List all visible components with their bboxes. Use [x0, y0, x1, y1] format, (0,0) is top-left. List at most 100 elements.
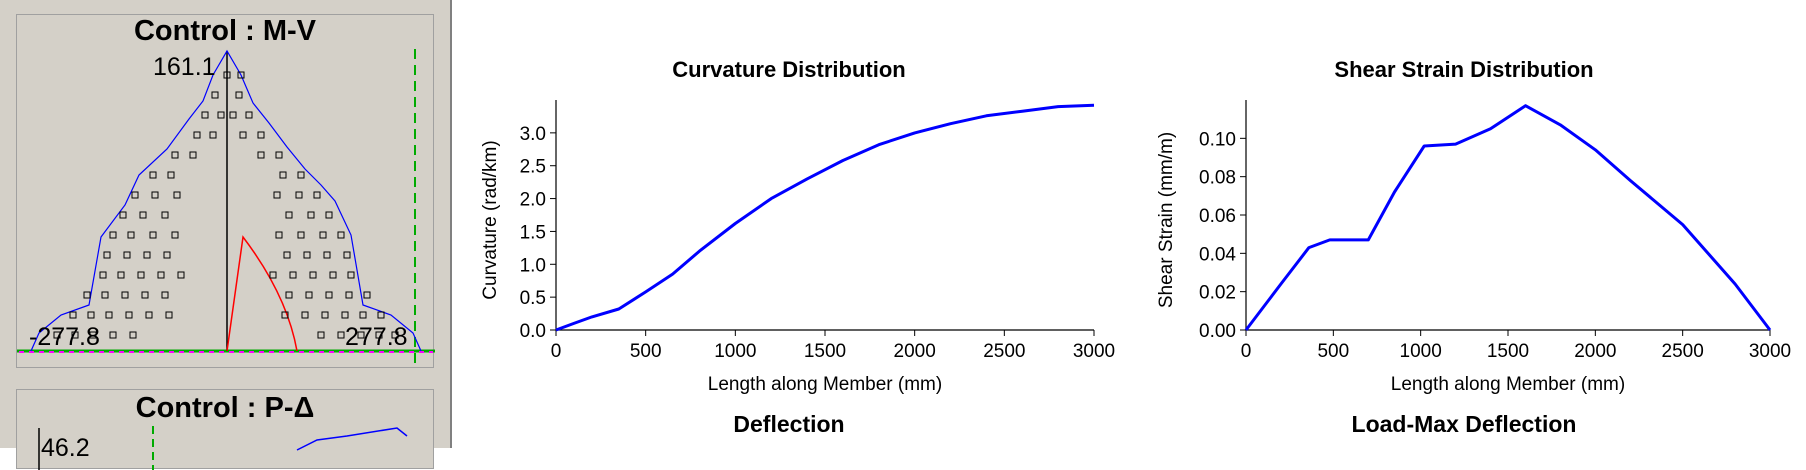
- mv-marker: [223, 71, 231, 79]
- y-tick-label: 2.5: [520, 157, 546, 178]
- mv-marker: [337, 331, 345, 339]
- mv-response-path: [226, 235, 298, 352]
- x-axis-label: Length along Member (mm): [1391, 374, 1625, 395]
- mv-marker: [145, 311, 153, 319]
- y-axis-label: Shear Strain (mm/m): [1156, 132, 1177, 308]
- chart-title: Shear Strain Distribution: [1334, 57, 1593, 82]
- mv-marker: [143, 251, 151, 259]
- mv-marker: [109, 331, 117, 339]
- mv-marker: [105, 311, 113, 319]
- mv-marker: [89, 331, 97, 339]
- mv-marker: [149, 231, 157, 239]
- mv-marker: [211, 91, 219, 99]
- mv-marker: [375, 331, 383, 339]
- mv-marker: [127, 231, 135, 239]
- mv-marker: [141, 291, 149, 299]
- mv-marker: [209, 131, 217, 139]
- x-tick-label: 2000: [1574, 341, 1616, 362]
- mv-marker: [83, 291, 91, 299]
- mv-marker: [325, 211, 333, 219]
- mv-marker: [129, 331, 137, 339]
- mv-marker: [377, 311, 385, 319]
- mv-marker: [289, 271, 297, 279]
- mv-marker: [305, 291, 313, 299]
- mv-interaction-plot: 161.1 -277.8 277.8: [17, 49, 435, 369]
- mv-marker: [163, 251, 171, 259]
- mv-marker: [217, 111, 225, 119]
- pd-panel-title: Control : P-Δ: [135, 392, 315, 424]
- mv-marker: [297, 171, 305, 179]
- y-axis-label: Curvature (rad/km): [480, 140, 501, 299]
- mv-marker: [177, 271, 185, 279]
- mv-marker: [149, 171, 157, 179]
- mv-marker: [321, 311, 329, 319]
- y-tick-label: 0.00: [1199, 321, 1236, 342]
- chart-title: Curvature Distribution: [672, 57, 905, 82]
- mv-marker: [301, 311, 309, 319]
- mv-marker: [313, 191, 321, 199]
- series-line: [555, 103, 1095, 332]
- y-tick-label: 0.5: [520, 288, 546, 309]
- y-tick-label: 3.0: [520, 124, 546, 145]
- deflection-title: Deflection: [733, 411, 844, 437]
- mv-marker: [319, 231, 327, 239]
- mv-marker: [273, 191, 281, 199]
- mv-marker: [285, 211, 293, 219]
- x-tick-label: 3000: [1073, 341, 1115, 362]
- x-tick-label: 1500: [1487, 341, 1529, 362]
- mv-marker: [71, 331, 79, 339]
- mv-marker: [121, 291, 129, 299]
- x-tick-label: 500: [1317, 341, 1349, 362]
- mv-marker: [87, 311, 95, 319]
- mv-marker: [341, 311, 349, 319]
- mv-marker: [345, 291, 353, 299]
- y-tick-label: 1.5: [520, 222, 546, 243]
- mv-marker: [123, 251, 131, 259]
- mv-marker: [201, 111, 209, 119]
- mv-marker: [245, 111, 253, 119]
- mv-marker: [99, 271, 107, 279]
- mv-left-label: -277.8: [29, 323, 100, 351]
- mv-right-label: 277.8: [345, 323, 408, 351]
- mv-marker: [117, 271, 125, 279]
- mv-marker: [139, 211, 147, 219]
- x-tick-label: 0: [551, 341, 562, 362]
- mv-marker: [171, 231, 179, 239]
- charts-area: Curvature Distribution 0 500 1000 1500 2000 25…: [480, 57, 1791, 437]
- mv-marker: [281, 311, 289, 319]
- mv-marker: [347, 271, 355, 279]
- shear-strain-distribution-chart: Shear Strain Distribution 0 500 1000 1500 200…: [1156, 57, 1791, 395]
- mv-marker: [357, 331, 365, 339]
- mv-marker: [109, 231, 117, 239]
- x-tick-label: 1000: [714, 341, 756, 362]
- mv-marker: [131, 191, 139, 199]
- mv-marker: [137, 271, 145, 279]
- mv-marker: [189, 151, 197, 159]
- y-tick-label: 0.0: [520, 321, 546, 342]
- pd-curve: [296, 427, 408, 451]
- mv-marker: [69, 311, 77, 319]
- mv-panel-title: Control : M-V: [133, 15, 316, 47]
- x-tick-label: 2000: [894, 341, 936, 362]
- mv-marker: [173, 191, 181, 199]
- mv-control-frame: Control : M-V 161.1 -277.8 277.8: [16, 14, 435, 369]
- mv-marker: [309, 271, 317, 279]
- mv-interaction-envelope: [30, 49, 422, 352]
- x-tick-label: 2500: [1662, 341, 1704, 362]
- mv-marker: [165, 311, 173, 319]
- x-tick-label: 3000: [1749, 341, 1791, 362]
- x-tick-label: 2500: [983, 341, 1025, 362]
- mv-marker: [151, 191, 159, 199]
- mv-marker: [285, 291, 293, 299]
- x-tick-label: 0: [1241, 341, 1252, 362]
- y-tick-label: 0.10: [1199, 129, 1236, 150]
- y-tick-label: 0.06: [1199, 206, 1236, 227]
- mv-marker: [337, 231, 345, 239]
- mv-marker: [103, 251, 111, 259]
- mv-marker: [307, 211, 315, 219]
- mv-marker: [167, 171, 175, 179]
- x-tick-label: 1500: [804, 341, 846, 362]
- mv-marker: [325, 291, 333, 299]
- mv-marker: [257, 151, 265, 159]
- mv-top-label: 161.1: [153, 53, 216, 81]
